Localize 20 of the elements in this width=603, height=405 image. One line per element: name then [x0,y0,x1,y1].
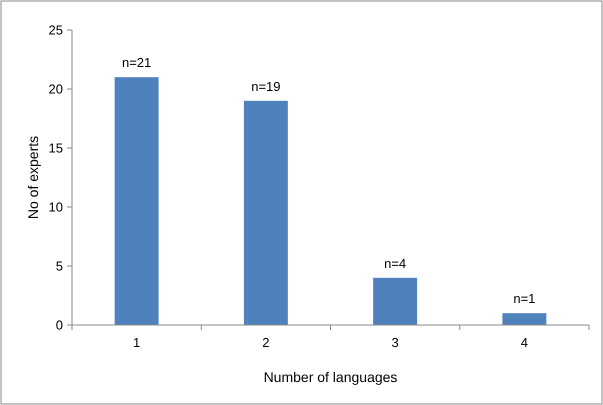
bar [502,313,546,325]
x-tick-label: 2 [262,335,270,350]
y-tick-label: 25 [48,22,63,38]
y-tick-label: 10 [48,200,63,215]
y-tick-label: 20 [48,82,63,97]
x-axis-title: Number of languages [264,369,398,385]
data-label: n=4 [384,256,406,271]
y-tick-label: 5 [56,258,63,274]
data-label: n=1 [513,291,536,306]
bar [244,100,288,325]
bar [114,77,159,325]
data-label: n=19 [251,78,281,94]
y-axis-title: No of experts [25,136,41,220]
bar [373,278,418,325]
data-label: n=21 [122,55,152,70]
x-tick-label: 3 [392,335,399,350]
y-tick-label: 15 [48,140,63,156]
x-tick-label: 1 [133,335,140,350]
x-tick-label: 4 [520,335,528,350]
y-tick-label: 0 [56,318,63,333]
